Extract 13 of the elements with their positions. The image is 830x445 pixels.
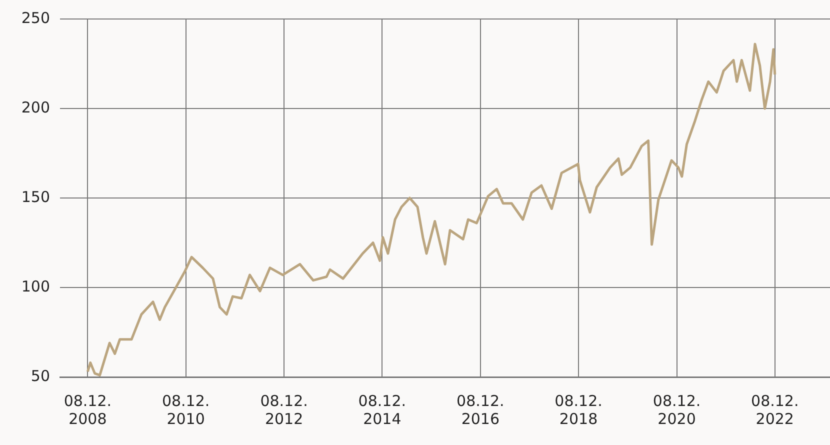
y-tick-label: 200 — [21, 98, 50, 116]
x-tick-label: 08.12. 2022 — [751, 392, 799, 428]
x-tick-label: 08.12. 2014 — [358, 392, 406, 428]
x-tick-label: 08.12. 2010 — [162, 392, 210, 428]
y-tick-label: 250 — [21, 8, 50, 27]
y-tick-label: 50 — [30, 366, 50, 385]
y-tick-label: 150 — [21, 188, 50, 206]
x-tick-label: 08.12. 2008 — [64, 392, 112, 428]
x-tick-label: 08.12. 2012 — [260, 392, 308, 428]
x-tick-label: 08.12. 2016 — [456, 392, 504, 428]
x-tick-label: 08.12. 2018 — [554, 392, 602, 428]
y-tick-label: 100 — [21, 277, 50, 296]
x-tick-label: 08.12. 2020 — [652, 392, 701, 428]
